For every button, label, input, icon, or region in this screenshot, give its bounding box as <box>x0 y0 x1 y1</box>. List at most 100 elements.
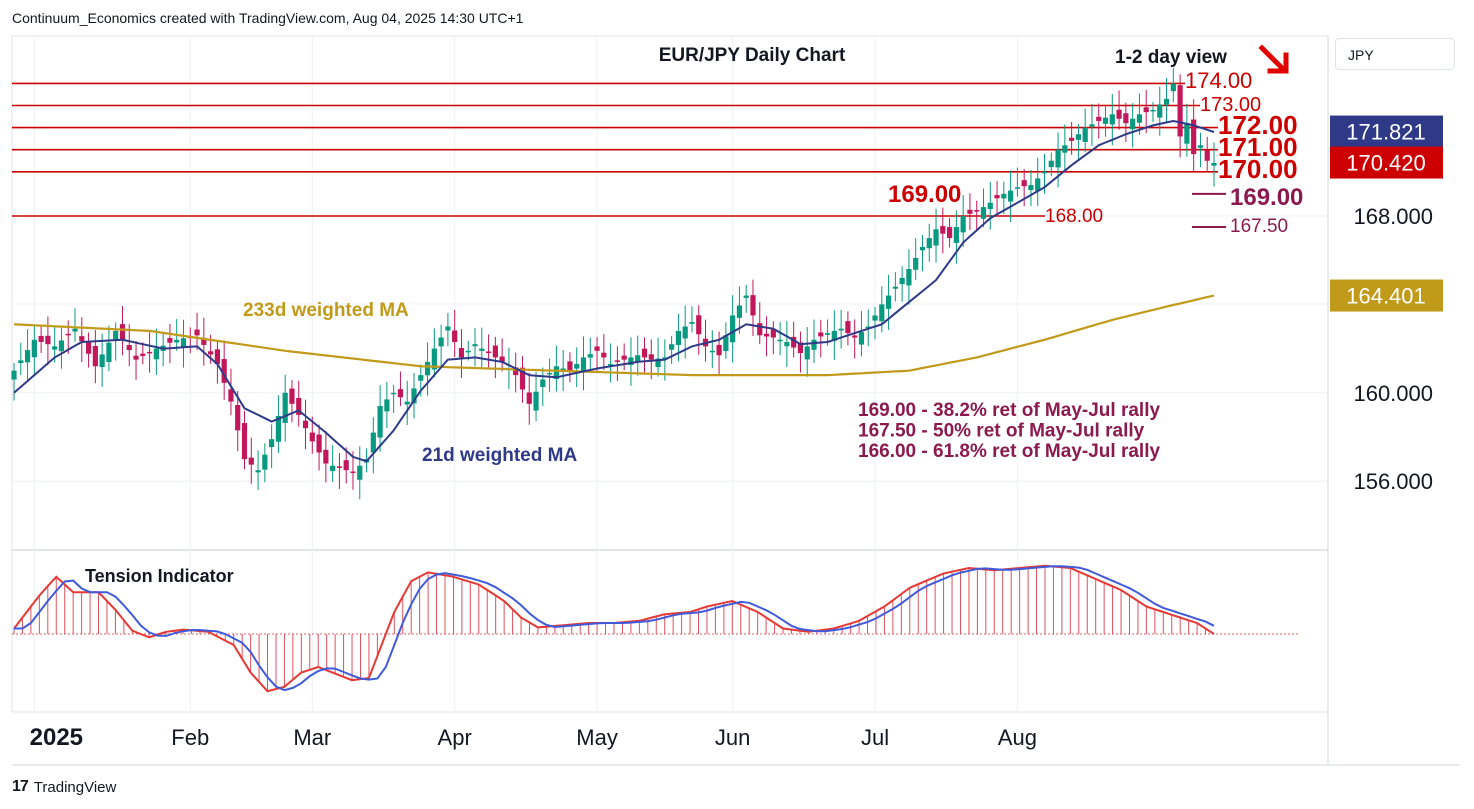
candle-body <box>892 286 898 289</box>
resistance-label: 174.00 <box>1185 68 1252 93</box>
candle-body <box>953 227 959 243</box>
candle-body <box>1109 114 1115 125</box>
candle-body <box>533 391 539 411</box>
candle-body <box>879 304 885 322</box>
candle-body <box>119 324 126 341</box>
candle-body <box>296 398 302 415</box>
candle-body <box>1123 113 1129 124</box>
candle-body <box>31 339 37 358</box>
candle-body <box>499 356 505 362</box>
candle-body <box>235 404 241 431</box>
candle-body <box>967 209 973 214</box>
candle-body <box>275 416 282 442</box>
candle-body <box>553 366 559 380</box>
resistance-label: 173.00 <box>1200 94 1261 116</box>
candle-body <box>153 348 159 360</box>
candle-body <box>1048 160 1054 168</box>
candle-body <box>45 335 51 345</box>
candle-body <box>689 322 695 324</box>
candle-body <box>730 315 736 343</box>
candle-body <box>146 351 153 354</box>
price-tag-last_close <box>1330 146 1443 179</box>
candle-body <box>526 392 532 404</box>
candle-body <box>1035 178 1041 192</box>
candle-body <box>858 332 865 345</box>
ma233-label: 233d weighted MA <box>243 300 409 321</box>
candle-body <box>52 346 58 350</box>
candle-body <box>601 352 607 358</box>
tradingview-footer: 17 TradingView <box>12 778 116 796</box>
candle-body <box>1089 124 1095 127</box>
candle-body <box>404 401 410 405</box>
candle-body <box>1014 187 1020 189</box>
candle-body <box>723 335 729 352</box>
candle-body <box>919 246 926 251</box>
candle-body <box>546 372 553 375</box>
candle-body <box>994 195 1000 199</box>
candle-body <box>221 359 227 383</box>
candle-body <box>72 328 78 332</box>
x-tick-label: 2025 <box>30 724 83 751</box>
chart-attribution: Continuum_Economics created with Trading… <box>12 10 524 26</box>
candle-body <box>99 354 105 368</box>
candle-body <box>824 333 831 335</box>
candle-body <box>431 348 437 370</box>
candle-body <box>1041 171 1048 174</box>
x-tick-label: Jul <box>861 725 889 750</box>
candle-body <box>899 277 905 285</box>
candle-body <box>628 357 634 365</box>
candle-body <box>1143 107 1149 113</box>
candle-body <box>1116 109 1122 119</box>
candle-body <box>736 305 743 318</box>
candle-body <box>140 353 146 356</box>
candle-body <box>743 295 749 298</box>
x-tick-label: Aug <box>998 725 1037 750</box>
candle-body <box>838 328 844 331</box>
candle-body <box>763 333 770 337</box>
footer-brand: TradingView <box>33 778 117 796</box>
resistance-label: 170.00 <box>1218 154 1298 184</box>
y-tick-label: 160.000 <box>1353 381 1433 406</box>
candle-body <box>180 338 187 348</box>
candle-body <box>1163 98 1170 105</box>
price-tag-ma233 <box>1330 279 1443 312</box>
candle-body <box>485 351 492 354</box>
price-tag-label: 164.401 <box>1346 284 1426 309</box>
x-tick-label: Mar <box>293 725 331 750</box>
candle-body <box>1069 137 1075 141</box>
candle-body <box>126 345 132 351</box>
candle-body <box>85 342 92 354</box>
candle-body <box>1191 119 1197 155</box>
candle-body <box>1001 193 1007 199</box>
candle-body <box>309 432 315 442</box>
resistance-label: 171.00 <box>1218 132 1298 162</box>
candle-body <box>479 348 485 351</box>
candle-body <box>357 465 363 480</box>
ma233-line <box>13 294 1215 377</box>
candle-body <box>906 269 912 286</box>
fib-label-169: 169.00 <box>1230 184 1303 211</box>
candle-body <box>567 361 573 371</box>
arrow-down-right-icon <box>1258 44 1289 74</box>
candle-body <box>580 357 587 372</box>
candle-body <box>519 367 526 390</box>
tension-average-line <box>14 565 1215 692</box>
candle-body <box>513 367 519 376</box>
candle-body <box>1170 83 1176 92</box>
ma21-label: 21d weighted MA <box>422 445 577 466</box>
candle-body <box>397 389 404 398</box>
support-label-169: 169.00 <box>888 181 961 208</box>
candle-body <box>696 315 702 335</box>
candle-body <box>241 423 248 460</box>
candle-body <box>635 355 641 363</box>
candle-body <box>269 439 275 448</box>
candle-body <box>852 335 858 338</box>
candle-body <box>289 388 295 404</box>
candle-body <box>282 392 288 423</box>
currency-selector[interactable]: JPY <box>1335 38 1455 70</box>
y-tick-label: 156.000 <box>1353 469 1433 494</box>
price-tag-ma21 <box>1330 115 1443 148</box>
chart-title: EUR/JPY Daily Chart <box>659 45 846 66</box>
candle-body <box>113 330 119 340</box>
